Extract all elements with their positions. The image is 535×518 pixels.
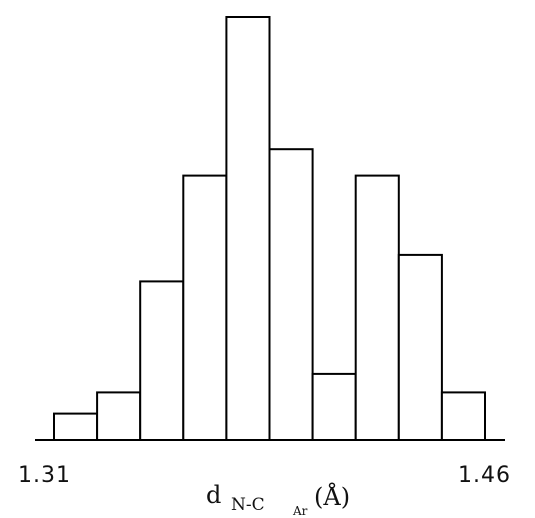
- histogram-bar-2: [96, 391, 142, 441]
- histogram-bar-10: [440, 391, 486, 441]
- histogram-bar-3: [139, 280, 185, 441]
- histogram-bar-4: [182, 174, 228, 441]
- bars-group: [53, 16, 486, 442]
- x-axis-label-subscript: N-C: [231, 495, 265, 515]
- histogram-bar-6: [268, 148, 314, 441]
- x-axis-label: d N-C Ar (Å): [206, 481, 350, 518]
- histogram-bar-5: [225, 16, 271, 441]
- histogram-bar-1: [53, 412, 99, 442]
- x-axis-label-unit: (Å): [314, 482, 350, 511]
- x-axis-label-symbol: d: [206, 481, 221, 509]
- histogram-bar-9: [397, 253, 443, 441]
- histogram-bar-8: [354, 174, 400, 441]
- x-tick-label-max: 1.46: [458, 463, 511, 488]
- x-tick-label-min: 1.31: [18, 463, 71, 488]
- x-axis-label-subsubscript: Ar: [292, 504, 308, 518]
- histogram-bar-7: [311, 372, 357, 441]
